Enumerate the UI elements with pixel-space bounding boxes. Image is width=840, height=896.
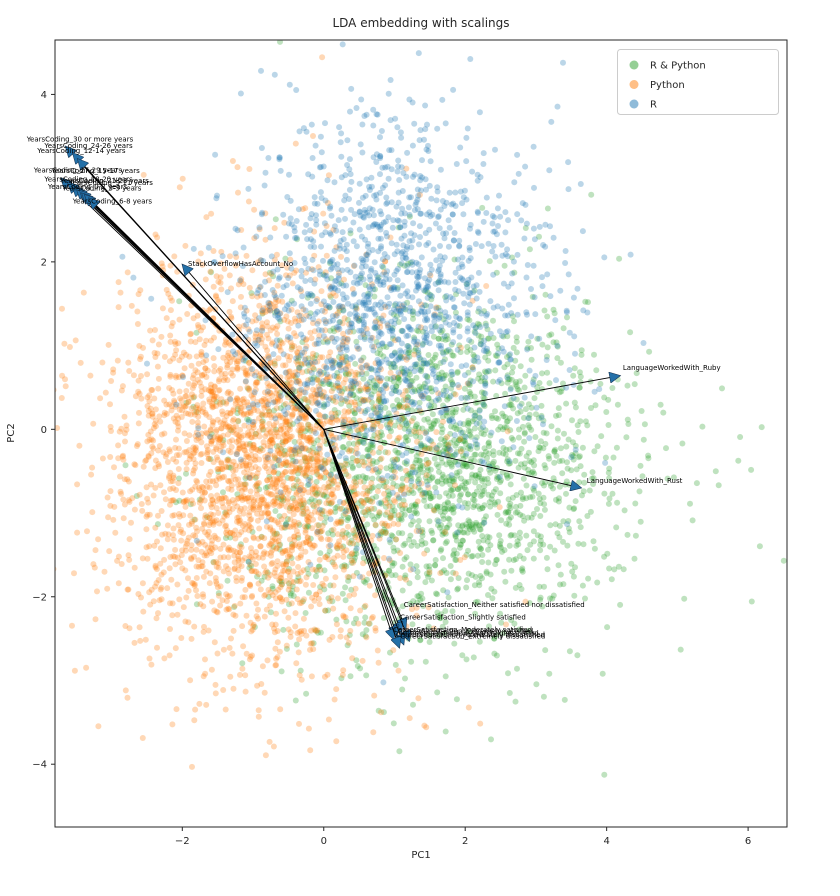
x-tick-label: 2 [462,836,468,847]
loading-arrow-label: YearsCoding_18-20 years [43,176,133,184]
loading-arrow-label: YearsCoding_0-2 years [47,183,128,191]
y-axis-ticks: −4 −2 0 2 4 [32,90,55,771]
loading-arrow-label: LanguageWorkedWith_Ruby [623,364,721,372]
loading-arrow-label: YearsCoding_15-17 years [51,167,141,175]
loading-arrow-label: StackOverflowHasAccount_No [188,260,293,268]
loading-arrow-label: YearsCoding_24-26 years [43,142,133,150]
loading-arrow-label: YearsCoding_27-29 years [33,166,123,174]
loading-arrow-label: CareerSatisfaction_Extremely satisfied [398,628,533,636]
loading-arrows-layer: YearsCoding_30 or more yearsYearsCoding_… [26,135,721,648]
loading-arrow-label: CareerSatisfaction_Moderately satisfied [393,626,532,634]
loading-arrow-label: CareerSatisfaction_Extremely dissatisfie… [400,633,545,641]
scatter-series-python [55,54,529,770]
loading-arrow-label: CareerSatisfaction_Moderately dissatisfi… [396,631,545,639]
x-axis-label: PC1 [411,850,430,861]
loading-arrow [323,428,581,488]
loading-arrow-label: CareerSatisfaction_Neither satisfied nor… [404,601,585,609]
loading-arrow-label: YearsCoding_3-5 years [61,185,142,193]
loading-arrow [323,429,410,641]
legend-marker-r [629,99,639,109]
x-axis-ticks: −2 0 2 4 6 [175,827,751,847]
scatter-series-r-python [122,40,787,778]
y-tick-label: 4 [41,90,47,101]
y-tick-label: 2 [41,257,47,268]
legend: R & Python Python R [617,49,779,115]
legend-marker-python [629,80,639,89]
chart-title: LDA embedding with scalings [332,16,509,30]
loading-arrow-label: YearsCoding_12-14 years [36,147,126,155]
loading-arrow [323,376,620,430]
loading-arrow [78,159,325,430]
loading-arrow [89,198,325,430]
loading-arrow [323,429,400,647]
scatter-series-r [119,40,647,686]
x-tick-label: 6 [745,836,751,847]
y-axis-label: PC2 [6,423,17,442]
loading-arrow-label: YearsCoding_30 or more years [26,135,134,143]
x-tick-label: −2 [175,836,190,847]
loading-arrow-label: CareerSatisfaction_Slightly satisfied [400,613,526,621]
loading-arrow [323,429,404,644]
loading-arrow-label: YearsCoding_9-11 years [68,179,153,187]
legend-marker-r-python [629,60,639,70]
loading-arrow-label: YearsCoding_21-23 years [60,177,150,185]
x-tick-label: 0 [321,836,327,847]
x-tick-label: 4 [603,836,609,847]
loading-arrow-label: LanguageWorkedWith_Rust [587,477,683,485]
legend-label: R & Python [650,61,706,72]
y-tick-label: −2 [32,592,47,603]
y-tick-label: −4 [32,760,47,771]
loading-arrow [182,264,325,430]
y-tick-label: 0 [41,425,47,436]
legend-label: R [650,100,657,111]
loading-arrow-label: YearsCoding_6-8 years [72,197,153,205]
legend-label: Python [650,80,685,91]
loading-arrow-label: CareerSatisfaction_Slightly dissatisfied [403,629,539,637]
axes-frame [54,39,788,828]
legend-box [617,49,779,115]
